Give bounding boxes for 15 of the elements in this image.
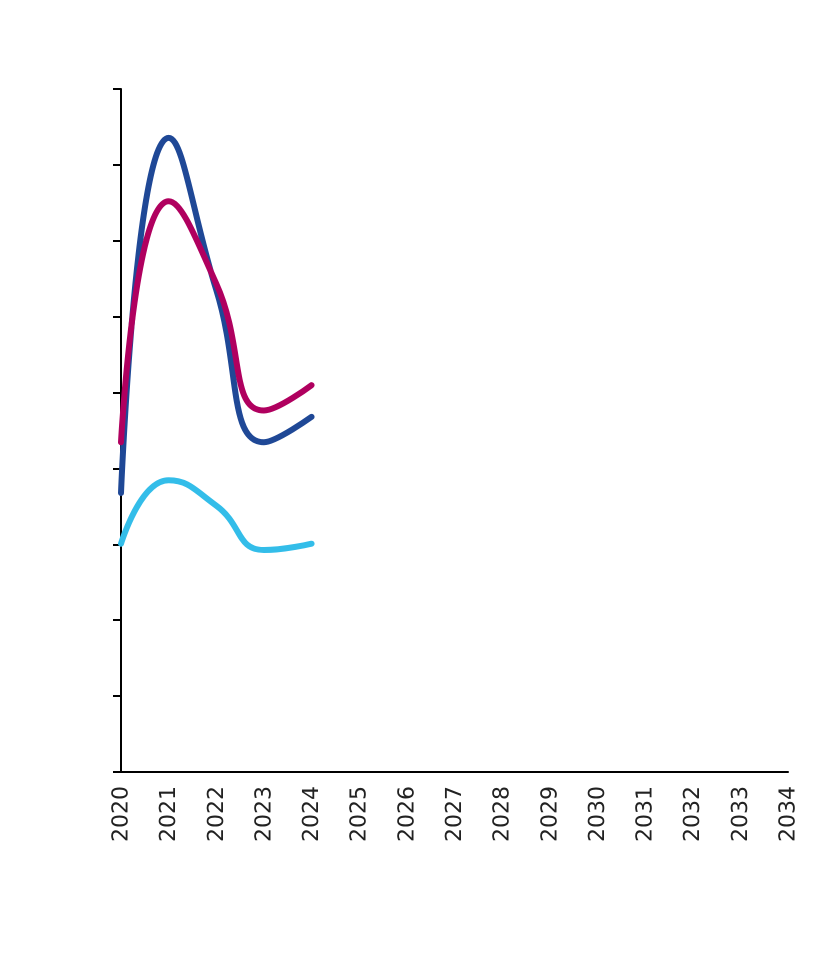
- x-tick-label: 2031: [632, 786, 658, 842]
- x-tick-label: 2025: [346, 786, 372, 842]
- x-tick-label: 2026: [394, 786, 420, 842]
- x-tick-label: 2023: [251, 786, 276, 842]
- x-tick-label: 2030: [584, 786, 610, 842]
- x-tick-label: 2027: [442, 786, 467, 842]
- x-tick-label: 2022: [204, 786, 229, 842]
- x-tick-label: 2029: [537, 786, 562, 842]
- x-tick-label: 2020: [108, 786, 134, 842]
- x-tick-label: 2024: [299, 786, 324, 842]
- x-tick-label: 2028: [490, 786, 515, 842]
- x-tick-label: 2034: [776, 786, 800, 842]
- x-tick-label: 2033: [728, 786, 753, 842]
- x-tick-label: 2021: [156, 786, 182, 842]
- x-tick-label: 2032: [680, 786, 706, 842]
